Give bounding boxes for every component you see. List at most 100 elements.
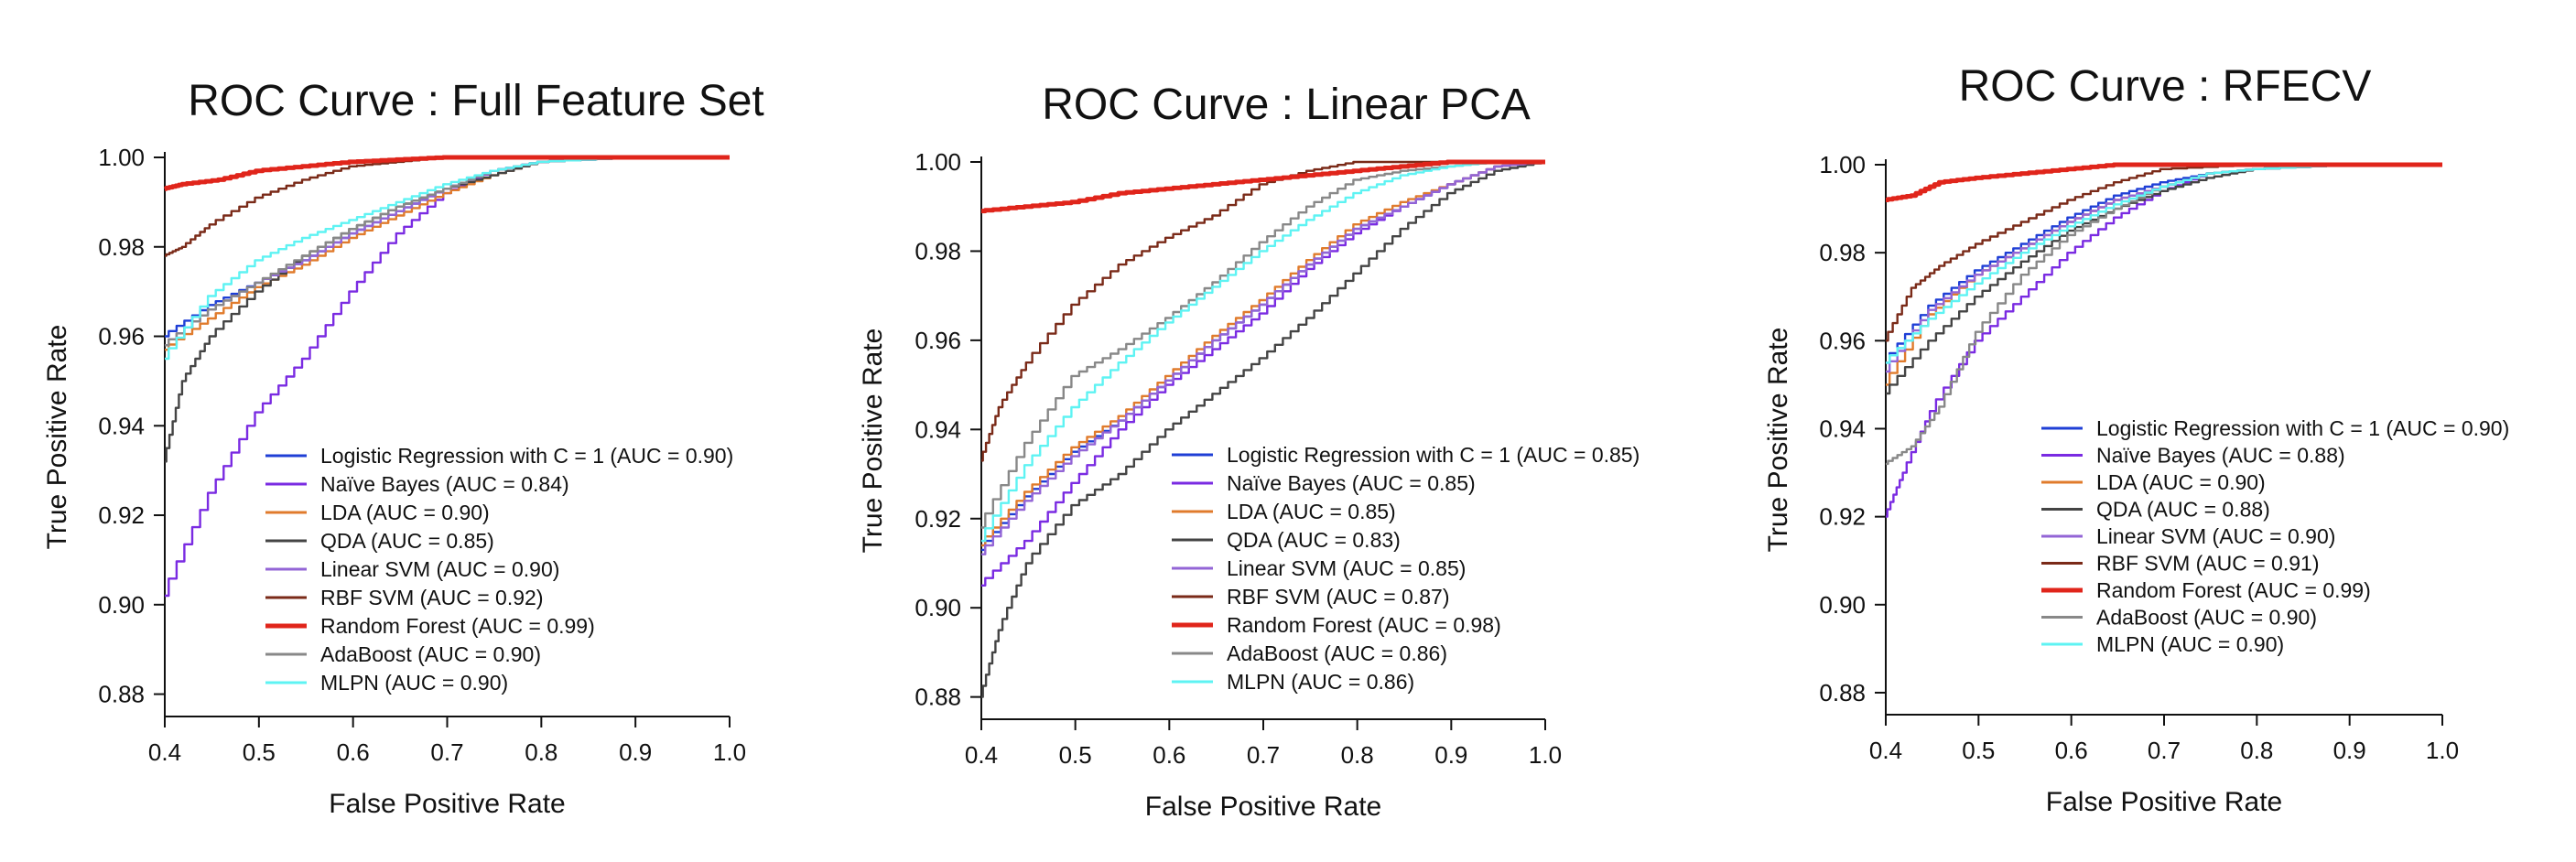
x-tick-label: 0.7 xyxy=(430,738,463,766)
series-line-rbf-svm xyxy=(981,160,1545,462)
chart-title: ROC Curve : Linear PCA xyxy=(1042,81,1531,129)
series-line-linear-svm xyxy=(981,160,1545,555)
legend-entry: LDA (AUC = 0.85) xyxy=(1227,500,1396,523)
x-tick-label: 1.0 xyxy=(2426,737,2459,764)
legend-entry: Linear SVM (AUC = 0.85) xyxy=(1227,556,1466,580)
series-line-random-forest xyxy=(1886,162,2442,202)
chart-title: ROC Curve : Full Feature Set xyxy=(188,77,764,125)
x-tick-label: 0.4 xyxy=(965,741,998,769)
legend: Logistic Regression with C = 1 (AUC = 0.… xyxy=(1172,443,1640,694)
y-tick-label: 0.94 xyxy=(1819,415,1866,442)
x-tick-label: 0.8 xyxy=(2240,737,2273,764)
y-tick-label: 1.00 xyxy=(915,148,961,176)
series-line-adaboost xyxy=(165,156,730,347)
legend-entry: Random Forest (AUC = 0.99) xyxy=(2096,578,2371,602)
legend-entry: MLPN (AUC = 0.86) xyxy=(1227,670,1414,694)
legend-entry: AdaBoost (AUC = 0.90) xyxy=(2096,606,2317,630)
y-tick-label: 0.96 xyxy=(98,323,145,350)
x-tick-label: 0.4 xyxy=(148,738,181,766)
x-tick-label: 0.5 xyxy=(243,738,276,766)
series-line-qda xyxy=(981,160,1545,698)
legend: Logistic Regression with C = 1 (AUC = 0.… xyxy=(2041,416,2509,656)
y-tick-label: 0.94 xyxy=(915,415,961,443)
x-tick-label: 0.8 xyxy=(1341,741,1374,769)
x-tick-label: 0.6 xyxy=(337,738,370,766)
y-tick-label: 0.90 xyxy=(915,594,961,621)
series-line-lda xyxy=(165,156,730,351)
x-tick-label: 0.9 xyxy=(1434,741,1467,769)
legend-entry: Logistic Regression with C = 1 (AUC = 0.… xyxy=(320,444,733,468)
x-axis-label: False Positive Rate xyxy=(1145,792,1381,822)
x-tick-label: 0.7 xyxy=(1247,741,1280,769)
y-tick-label: 0.92 xyxy=(1819,503,1866,531)
legend-entry: Naïve Bayes (AUC = 0.88) xyxy=(2096,444,2345,468)
x-axis-label: False Positive Rate xyxy=(329,789,565,819)
series-line-qda xyxy=(1886,163,2442,395)
y-tick-label: 0.90 xyxy=(1819,591,1866,619)
series-line-mlpn xyxy=(165,156,730,361)
legend-entry: MLPN (AUC = 0.90) xyxy=(320,671,508,695)
legend-entry: RBF SVM (AUC = 0.87) xyxy=(1227,585,1449,609)
legend-entry: Linear SVM (AUC = 0.90) xyxy=(320,557,559,581)
legend-entry: QDA (AUC = 0.88) xyxy=(2096,498,2270,522)
series-line-mlpn xyxy=(981,160,1545,543)
series-line-linear-svm xyxy=(1886,163,2442,373)
y-tick-label: 0.96 xyxy=(915,327,961,354)
y-tick-label: 0.96 xyxy=(1819,327,1866,354)
legend-entry: MLPN (AUC = 0.90) xyxy=(2096,632,2284,656)
chart-panel-3: ROC Curve : RFECV 0.4 0.5 0.6 0.7 0.8 0.9 1.0 0.… xyxy=(1763,62,2509,817)
y-tick-label: 0.92 xyxy=(98,501,145,529)
x-tick-label: 1.0 xyxy=(1529,741,1562,769)
y-tick-label: 0.88 xyxy=(915,684,961,711)
y-tick-label: 0.98 xyxy=(98,233,145,261)
series-line-linear-svm xyxy=(165,156,730,347)
series-line-mlpn xyxy=(1886,163,2442,364)
x-tick-label: 0.6 xyxy=(1153,741,1185,769)
series-line-random-forest xyxy=(164,155,730,191)
series-line-adaboost xyxy=(981,160,1545,529)
y-axis-label: True Positive Rate xyxy=(42,325,72,550)
legend-entry: LDA (AUC = 0.90) xyxy=(2096,470,2266,494)
series-line-random-forest xyxy=(981,159,1545,214)
legend-entry: Logistic Regression with C = 1 (AUC = 0.… xyxy=(1227,443,1640,467)
x-tick-label: 0.9 xyxy=(2333,737,2366,764)
y-tick-label: 0.88 xyxy=(1819,679,1866,706)
legend: Logistic Regression with C = 1 (AUC = 0.… xyxy=(265,444,733,695)
legend-entry: Logistic Regression with C = 1 (AUC = 0.… xyxy=(2096,416,2509,440)
y-tick-label: 1.00 xyxy=(1819,151,1866,178)
series-line-logistic-regression xyxy=(1886,163,2442,364)
x-tick-label: 0.8 xyxy=(525,738,557,766)
legend-entry: Naïve Bayes (AUC = 0.85) xyxy=(1227,471,1476,495)
legend-entry: Naïve Bayes (AUC = 0.84) xyxy=(320,472,569,496)
chart-title: ROC Curve : RFECV xyxy=(1959,62,2372,111)
legend-entry: RBF SVM (AUC = 0.92) xyxy=(320,586,543,609)
legend-entry: AdaBoost (AUC = 0.90) xyxy=(320,642,541,666)
y-tick-label: 0.90 xyxy=(98,591,145,619)
x-tick-label: 0.6 xyxy=(2055,737,2088,764)
y-axis-label: True Positive Rate xyxy=(858,329,888,554)
y-tick-label: 0.98 xyxy=(915,237,961,264)
legend-entry: Linear SVM (AUC = 0.90) xyxy=(2096,524,2335,548)
legend-entry: LDA (AUC = 0.90) xyxy=(320,501,490,524)
legend-entry: AdaBoost (AUC = 0.86) xyxy=(1227,641,1447,665)
legend-entry: Random Forest (AUC = 0.99) xyxy=(320,614,595,638)
chart-panel-1: ROC Curve : Full Feature Set 0.4 0.5 0.6 0.7… xyxy=(42,77,764,819)
y-tick-label: 1.00 xyxy=(98,144,145,171)
x-tick-label: 0.7 xyxy=(2148,737,2181,764)
y-tick-label: 0.98 xyxy=(1819,239,1866,266)
y-axis-label: True Positive Rate xyxy=(1763,328,1793,553)
y-tick-label: 0.92 xyxy=(915,505,961,533)
x-axis-label: False Positive Rate xyxy=(2046,787,2282,817)
legend-entry: RBF SVM (AUC = 0.91) xyxy=(2096,552,2319,576)
x-tick-label: 0.5 xyxy=(1059,741,1092,769)
legend-entry: QDA (AUC = 0.85) xyxy=(320,529,494,553)
x-tick-label: 1.0 xyxy=(713,738,746,766)
y-tick-label: 0.88 xyxy=(98,681,145,708)
legend-entry: QDA (AUC = 0.83) xyxy=(1227,528,1401,552)
y-tick-label: 0.94 xyxy=(98,412,145,439)
x-tick-label: 0.9 xyxy=(619,738,652,766)
series-line-rbf-svm xyxy=(1886,163,2442,342)
x-tick-label: 0.5 xyxy=(1962,737,1995,764)
x-tick-label: 0.4 xyxy=(1869,737,1902,764)
